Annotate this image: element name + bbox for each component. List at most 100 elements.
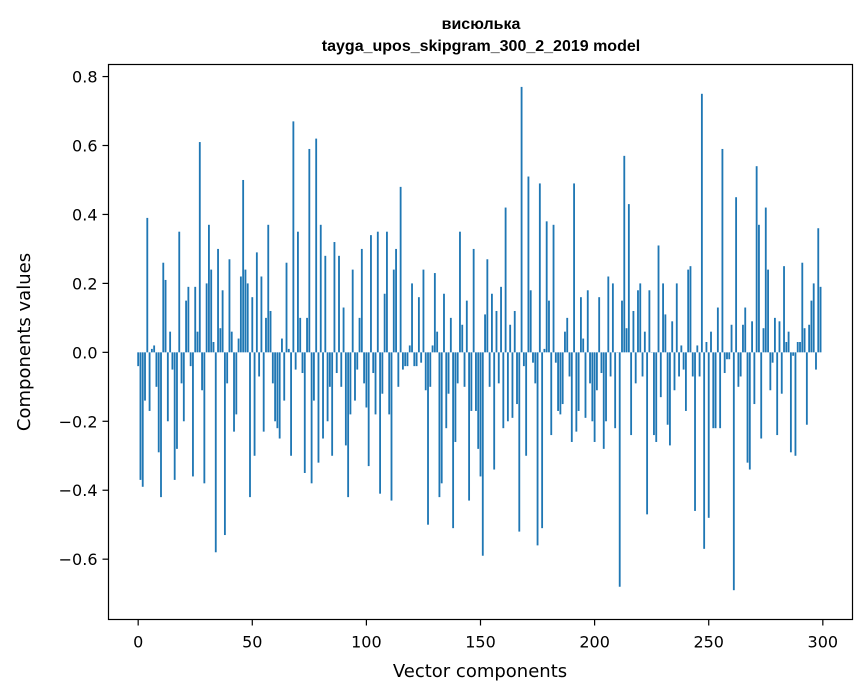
bar [504,207,507,353]
bar [166,352,169,422]
bar [148,352,151,411]
bar [550,352,553,436]
bar [349,352,352,415]
bar [589,352,591,384]
bar [260,276,263,353]
bar [593,352,596,442]
bar [203,352,206,484]
bar [283,352,286,401]
bar [648,290,651,353]
bar [712,352,715,429]
bar [710,331,712,353]
bar [301,352,304,374]
bar [767,269,769,353]
bar [354,352,356,401]
bar [481,352,484,556]
bar [429,352,432,387]
bar [689,266,692,353]
bar [463,352,466,387]
bar [611,283,614,353]
bar [365,352,368,408]
bar [308,148,311,353]
bar [244,269,247,353]
bar [326,352,329,422]
bar [794,352,797,456]
bar [230,331,233,353]
bar [728,352,731,360]
bar [666,352,669,425]
bar [438,352,441,498]
bar [484,314,486,353]
bar [192,352,194,477]
bar [459,231,461,353]
bar [454,352,457,442]
bar [726,352,728,360]
bar [502,352,505,429]
bar [187,286,190,353]
bar [623,155,626,353]
bar [554,352,557,363]
bar [819,286,822,353]
y-tick-label: 0.0 [72,343,97,362]
x-tick-label: 100 [351,633,382,652]
bar [367,352,370,467]
bar [440,352,443,484]
bar [719,352,722,429]
bar [351,269,354,353]
bar [548,300,550,353]
bar [239,276,242,353]
bar [465,300,468,353]
bar [778,321,781,353]
bar [653,352,655,436]
bar [468,352,471,501]
bar [303,352,306,473]
bar [682,352,685,370]
bar [513,310,516,353]
bar [372,352,375,374]
bar [235,352,238,415]
bar [659,352,662,398]
bar [721,148,724,353]
bar [379,352,381,494]
y-tick-label: −0.6 [59,550,98,569]
bar [331,352,334,456]
bar [655,352,658,442]
bar [805,352,808,425]
bar [189,352,192,367]
bar [787,331,790,353]
bar [374,352,377,415]
bar [691,352,694,377]
bar [155,352,158,387]
bar [319,224,322,353]
bar [570,352,573,442]
bar [335,352,338,374]
bar [516,352,518,405]
bar [322,352,324,439]
bar [479,352,482,477]
bar [217,248,219,353]
bar [242,179,245,353]
bar [472,248,475,353]
bar [607,276,610,353]
bar [760,352,763,439]
bar [764,207,767,353]
bar [363,352,366,384]
bar [815,352,817,370]
bar [447,352,450,394]
bar [164,279,167,353]
bar [625,328,628,353]
bar [141,352,144,487]
chart-subtitle: tayga_upos_skipgram_300_2_2019 model [322,38,640,55]
bar [595,352,598,391]
bar [269,310,272,353]
bar [310,352,313,484]
bar [253,352,256,456]
bar [399,186,402,353]
bar [669,352,671,446]
bar [627,204,630,353]
bar [144,352,146,401]
bar [449,317,452,353]
bar [153,345,156,353]
bar [340,352,343,387]
y-tick-label: 0.4 [72,205,97,224]
